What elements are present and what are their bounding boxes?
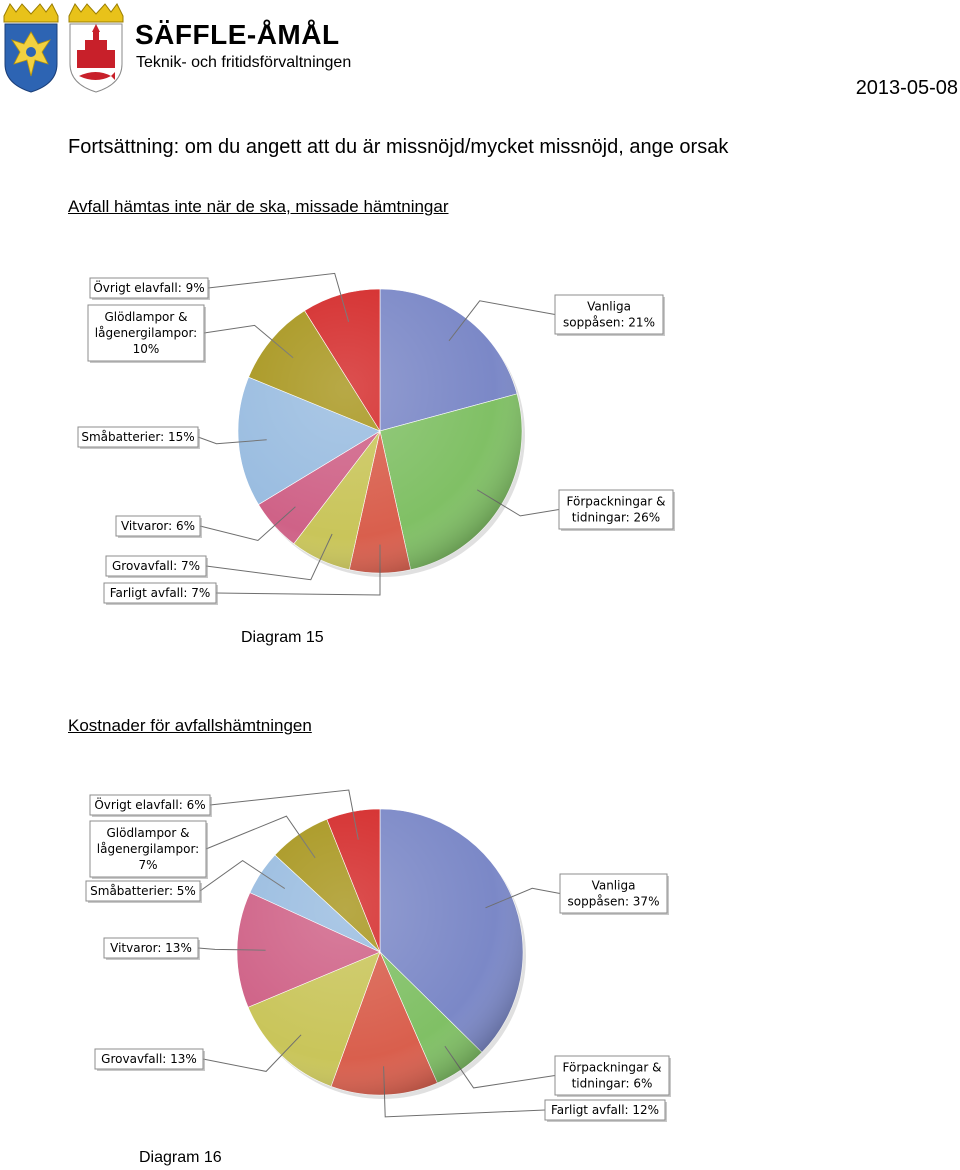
pie-data-label: Farligt avfall: 12% xyxy=(544,1099,667,1122)
pie-label-text: Vanliga xyxy=(592,879,636,893)
pie-data-label: Övrigt elavfall: 6% xyxy=(89,794,212,817)
pie-label-text: lågenergilampor: xyxy=(95,326,197,340)
pie-label-text: Vitvaror: 6% xyxy=(121,519,195,533)
pie-label-text: Förpackningar & xyxy=(563,1061,662,1075)
pie-label-text: Småbatterier: 15% xyxy=(81,430,194,444)
pie-data-label: Farligt avfall: 7% xyxy=(103,582,218,605)
pie-data-label: Vitvaror: 13% xyxy=(103,937,200,960)
pie-label-text: Övrigt elavfall: 6% xyxy=(94,796,205,812)
pie-label-text: 7% xyxy=(138,858,157,872)
organization-name: SÄFFLE-ÅMÅL xyxy=(135,19,340,50)
pie-chart-16: Vanliga soppåsen: 37% Förpackningar & tidni… xyxy=(85,789,671,1122)
pie-data-label: Glödlampor & lågenergilampor: 7% xyxy=(89,820,208,879)
organization-subtitle: Teknik- och fritidsförvaltningen xyxy=(136,54,352,71)
page-heading: Fortsättning: om du angett att du är mis… xyxy=(68,136,729,158)
pie-label-text: 10% xyxy=(133,342,160,356)
pie-data-label: Förpackningar & tidningar: 6% xyxy=(554,1055,671,1097)
chart-15-caption: Diagram 15 xyxy=(241,629,324,646)
pie-label-text: Farligt avfall: 7% xyxy=(110,586,211,600)
pie-data-label: Förpackningar & tidningar: 26% xyxy=(558,489,675,531)
pie-label-text: tidningar: 6% xyxy=(572,1077,653,1091)
chart-16-caption: Diagram 16 xyxy=(139,1149,222,1166)
pie-label-text: Vitvaror: 13% xyxy=(110,941,192,955)
report-date: 2013-05-08 xyxy=(855,77,958,99)
pie-label-text: Övrigt elavfall: 9% xyxy=(93,279,204,295)
pie-label-text: Förpackningar & xyxy=(567,495,666,509)
pie-label-text: tidningar: 26% xyxy=(572,511,660,525)
pie-data-label: Småbatterier: 15% xyxy=(77,426,200,449)
chart-16-title: Kostnader för avfallshämtningen xyxy=(68,716,312,735)
pie-data-label: Vanliga soppåsen: 37% xyxy=(559,873,669,915)
pie-label-text: Farligt avfall: 12% xyxy=(551,1103,659,1117)
pie-label-text: lågenergilampor: xyxy=(97,842,199,856)
pie-data-label: Grovavfall: 7% xyxy=(105,555,208,578)
pie-data-label: Vitvaror: 6% xyxy=(115,515,202,538)
amal-crest-logo xyxy=(68,3,124,93)
pie-label-text: Grovavfall: 13% xyxy=(101,1052,197,1066)
pie-label-text: soppåsen: 37% xyxy=(568,895,660,909)
pie-label-text: Grovavfall: 7% xyxy=(112,559,200,573)
pie-label-text: Glödlampor & xyxy=(106,826,189,840)
pie-data-label: Småbatterier: 5% xyxy=(85,880,202,903)
chart-15-title: Avfall hämtas inte när de ska, missade h… xyxy=(68,197,449,216)
pie-label-text: soppåsen: 21% xyxy=(563,316,655,330)
pie-data-label: Glödlampor & lågenergilampor: 10% xyxy=(87,304,206,363)
pie-data-label: Vanliga soppåsen: 21% xyxy=(554,294,665,336)
page-header: SÄFFLE-ÅMÅL Teknik- och fritidsförvaltni… xyxy=(0,0,960,100)
pie-data-label: Övrigt elavfall: 9% xyxy=(89,277,210,300)
pie-label-text: Glödlampor & xyxy=(104,310,187,324)
pie-label-text: Vanliga xyxy=(587,300,631,314)
pie-data-label: Grovavfall: 13% xyxy=(94,1048,205,1071)
pie-label-text: Småbatterier: 5% xyxy=(90,884,196,898)
saffle-crest-logo xyxy=(3,3,59,93)
